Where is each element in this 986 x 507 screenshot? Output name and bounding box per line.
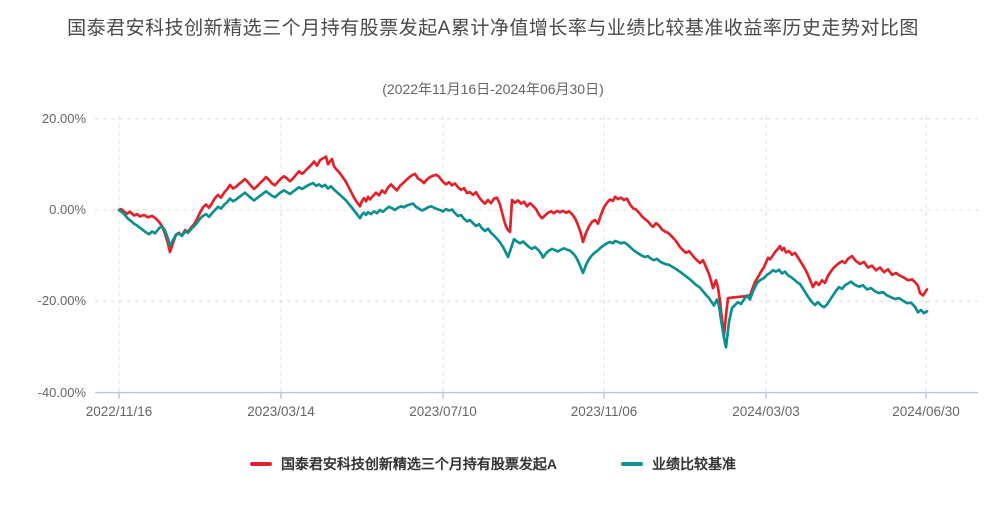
y-axis-label-neg20: -20.00% — [37, 293, 86, 308]
legend-item-benchmark[interactable]: 业绩比较基准 — [621, 454, 736, 474]
x-axis-label-6: 2024/06/30 — [892, 404, 960, 419]
y-axis-label-neg40: -40.00% — [37, 385, 86, 400]
x-axis-label-3: 2023/07/10 — [409, 404, 477, 419]
chart-legend: 国泰君安科技创新精选三个月持有股票发起A 业绩比较基准 — [0, 454, 986, 474]
fund-line[interactable] — [117, 155, 929, 337]
chart-subtitle: (2022年11月16日-2024年06月30日) — [382, 81, 604, 97]
fund-line-swatch-icon — [249, 462, 272, 466]
x-axis-label-1: 2022/11/16 — [85, 404, 153, 419]
benchmark-line-swatch-icon — [621, 462, 644, 466]
chart-title: 国泰君安科技创新精选三个月持有股票发起A累计净值增长率与业绩比较基准收益率历史走… — [67, 18, 919, 39]
benchmark-line[interactable] — [117, 181, 929, 349]
legend-item-fund[interactable]: 国泰君安科技创新精选三个月持有股票发起A — [249, 454, 558, 474]
y-axis-label-0: 0.00% — [49, 202, 86, 217]
x-axis-label-2: 2023/03/14 — [247, 404, 315, 419]
x-axis-label-4: 2023/11/06 — [570, 404, 638, 419]
y-axis-label-20: 20.00% — [41, 111, 86, 126]
legend-label-benchmark: 业绩比较基准 — [652, 456, 737, 472]
x-axis-label-5: 2024/03/03 — [732, 404, 800, 419]
legend-label-fund: 国泰君安科技创新精选三个月持有股票发起A — [280, 456, 558, 472]
